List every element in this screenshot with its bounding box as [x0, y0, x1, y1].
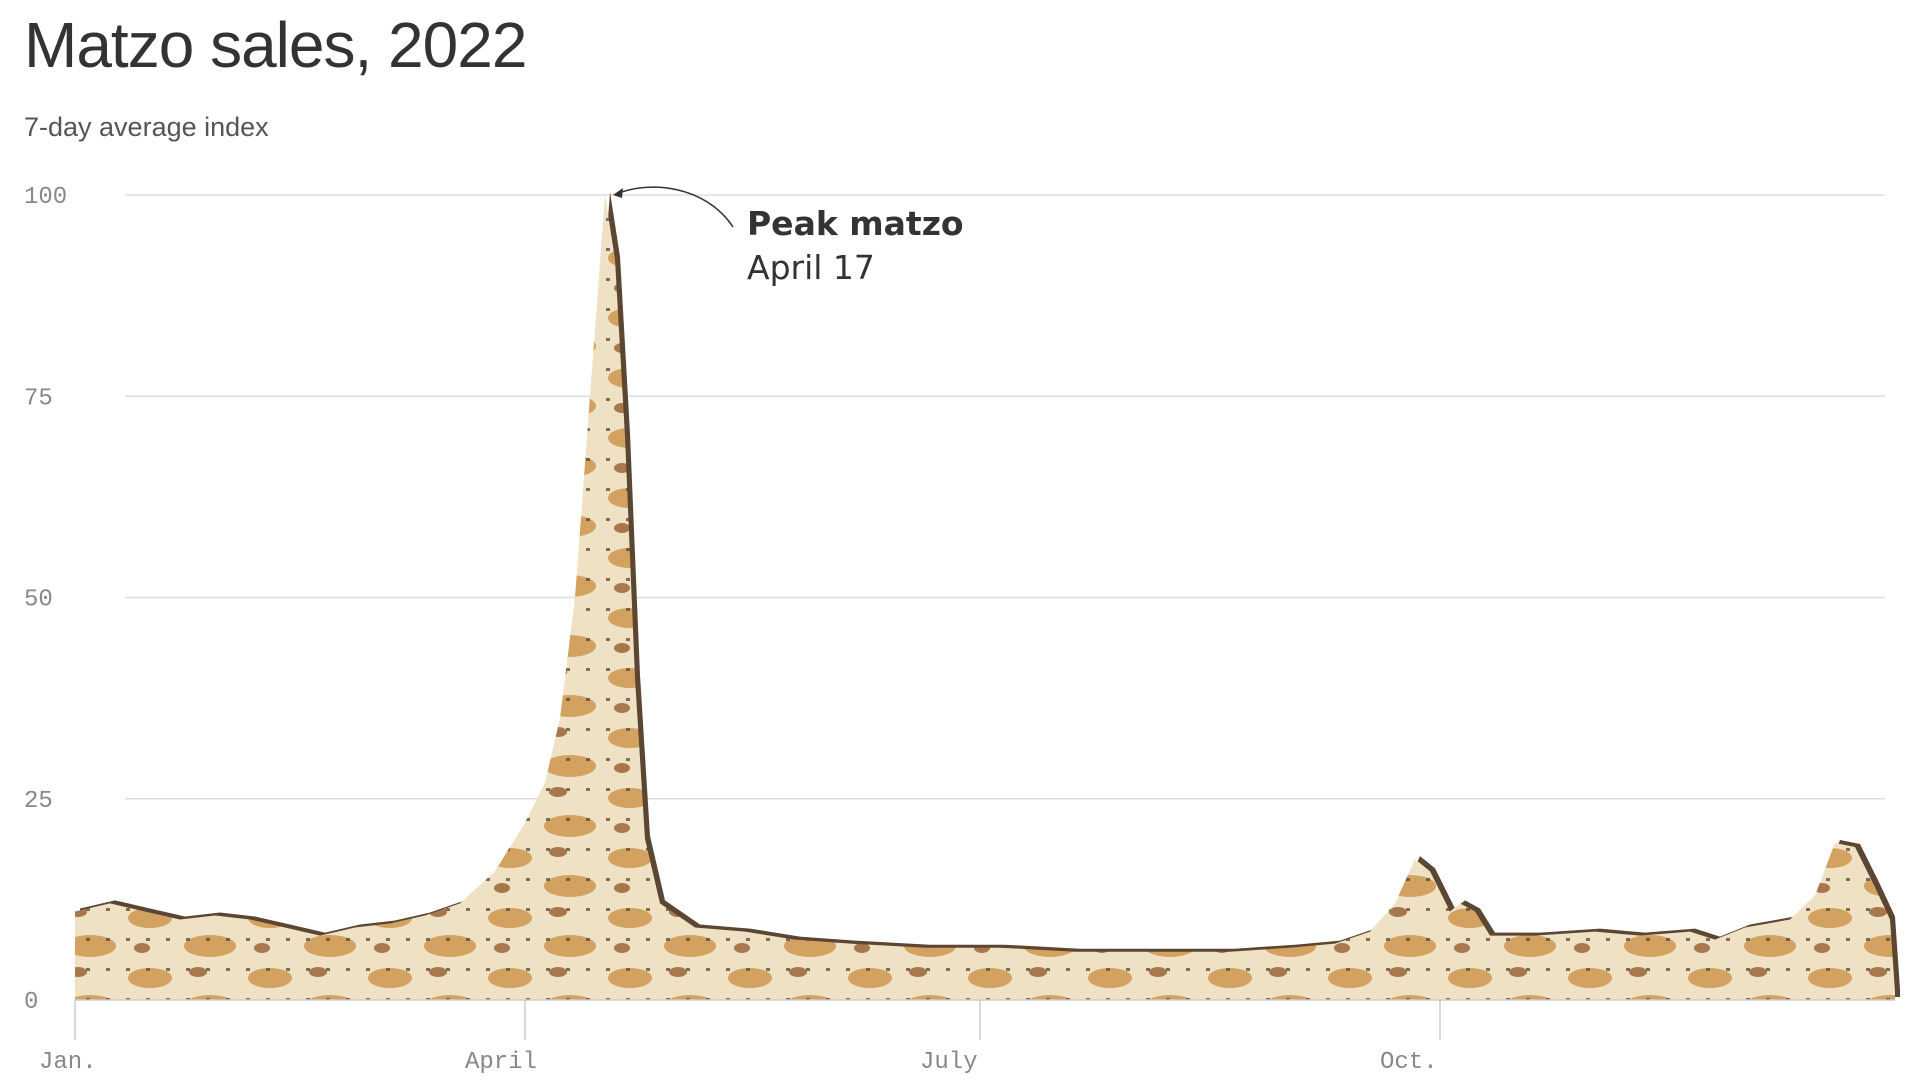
chart-title: Matzo sales, 2022 [24, 9, 527, 81]
y-tick-label: 50 [24, 587, 53, 614]
x-tick-label: Oct. [1380, 1049, 1438, 1076]
series-area-edge [80, 192, 1900, 997]
x-tick-label: July [920, 1049, 978, 1076]
y-tick-label: 25 [24, 788, 53, 815]
y-tick-label: 100 [24, 184, 67, 211]
annotation-text: April 17 [747, 248, 875, 287]
axis-layer: Jan. April July Oct. [39, 999, 1895, 1076]
grid-layer: 0 25 50 75 100 [24, 184, 1885, 1016]
y-tick-label: 75 [24, 385, 53, 412]
annotation-arrow [618, 186, 734, 228]
area-layer [75, 192, 1900, 1000]
x-tick-label: Jan. [39, 1049, 97, 1076]
y-tick-label: 0 [24, 989, 38, 1016]
annotation-layer: Peak matzo April 17 [613, 186, 964, 287]
annotation-title: Peak matzo [747, 204, 964, 243]
annotation-arrowhead [613, 188, 623, 198]
chart-subtitle: 7-day average index [24, 112, 269, 142]
x-tick-label: April [465, 1049, 537, 1076]
